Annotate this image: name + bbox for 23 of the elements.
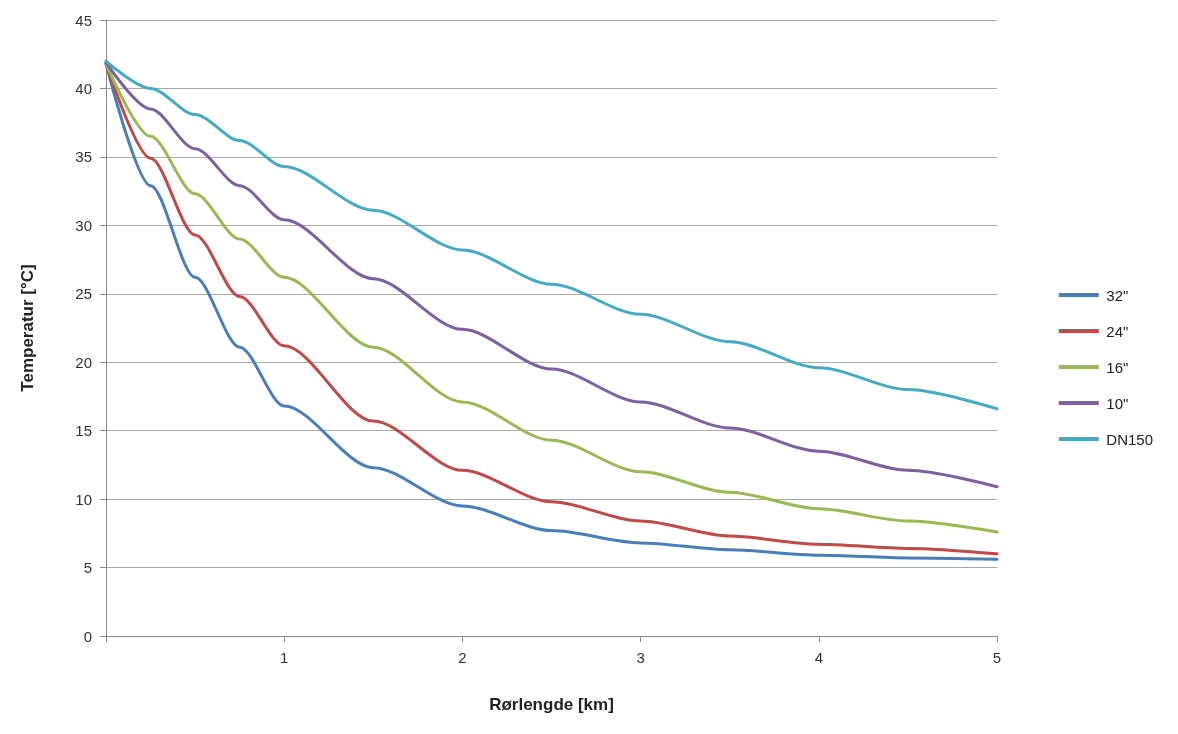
y-tick-label: 0	[83, 627, 92, 645]
x-tick-label: 3	[636, 649, 645, 666]
y-tick-label: 35	[75, 148, 92, 166]
y-tick-label: 5	[83, 559, 92, 577]
legend-label: DN150	[1106, 430, 1154, 448]
x-axis-title: Rørlengde [km]	[489, 695, 614, 714]
x-tick-label: 1	[280, 649, 289, 666]
legend-label: 10"	[1106, 394, 1129, 412]
legend-label: 24"	[1106, 322, 1129, 340]
y-tick-label: 45	[75, 11, 92, 29]
y-tick-label: 40	[75, 79, 92, 97]
line-series	[104, 59, 999, 411]
y-tick-label: 30	[75, 216, 92, 234]
legend-label: 32"	[1106, 286, 1129, 304]
y-tick-label: 25	[75, 285, 92, 303]
x-tick-label: 5	[992, 649, 1002, 666]
y-tick-label: 10	[75, 490, 92, 508]
x-tick-label: 2	[458, 649, 467, 666]
y-tick-label: 20	[75, 353, 92, 371]
y-axis-title: Temperatur [°C]	[18, 264, 37, 392]
x-tick-label: 4	[814, 649, 823, 666]
legend-label: 16"	[1106, 358, 1129, 376]
y-tick-label: 15	[75, 422, 92, 440]
